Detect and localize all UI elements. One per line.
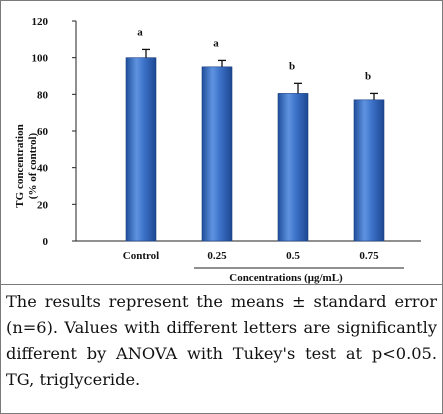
y-axis-label: TG concentration (% of control) bbox=[14, 124, 39, 207]
chart-axes: 0 20 40 60 80 100 120 bbox=[32, 16, 421, 269]
x-tick-label: Control bbox=[123, 250, 159, 262]
figure-caption: The results represent the means ± standa… bbox=[6, 292, 437, 389]
significance-letter: b bbox=[289, 60, 295, 72]
bar bbox=[125, 57, 157, 242]
chart-bars: a Control a 0.25 b 0.5 b 0.75 bbox=[123, 26, 385, 262]
x-axis-label: Concentrations (μg/mL) bbox=[229, 272, 343, 284]
y-tick-label: 120 bbox=[32, 16, 49, 28]
x-tick-label: 0.5 bbox=[286, 250, 300, 262]
caption-box: The results represent the means ± standa… bbox=[1, 284, 442, 414]
y-axis-label-line-2: (% of control) bbox=[27, 132, 39, 199]
bar bbox=[201, 66, 233, 242]
significance-letter: a bbox=[213, 37, 219, 49]
y-tick-label: 20 bbox=[37, 199, 49, 211]
bar bbox=[277, 93, 309, 242]
y-axis-label-line-1: TG concentration bbox=[14, 124, 26, 207]
bar bbox=[353, 99, 385, 242]
y-tick-label: 80 bbox=[37, 89, 49, 101]
bar-chart: TG concentration (% of control) 0 20 40 60 8… bbox=[14, 16, 421, 284]
significance-letter: a bbox=[137, 26, 143, 38]
significance-letter: b bbox=[365, 70, 371, 82]
y-tick-label: 100 bbox=[32, 53, 49, 65]
y-tick-label: 0 bbox=[43, 236, 49, 248]
y-tick-label: 40 bbox=[37, 163, 49, 175]
y-tick-label: 60 bbox=[37, 126, 49, 138]
x-tick-label: 0.75 bbox=[359, 250, 379, 262]
x-tick-label: 0.25 bbox=[207, 250, 227, 262]
